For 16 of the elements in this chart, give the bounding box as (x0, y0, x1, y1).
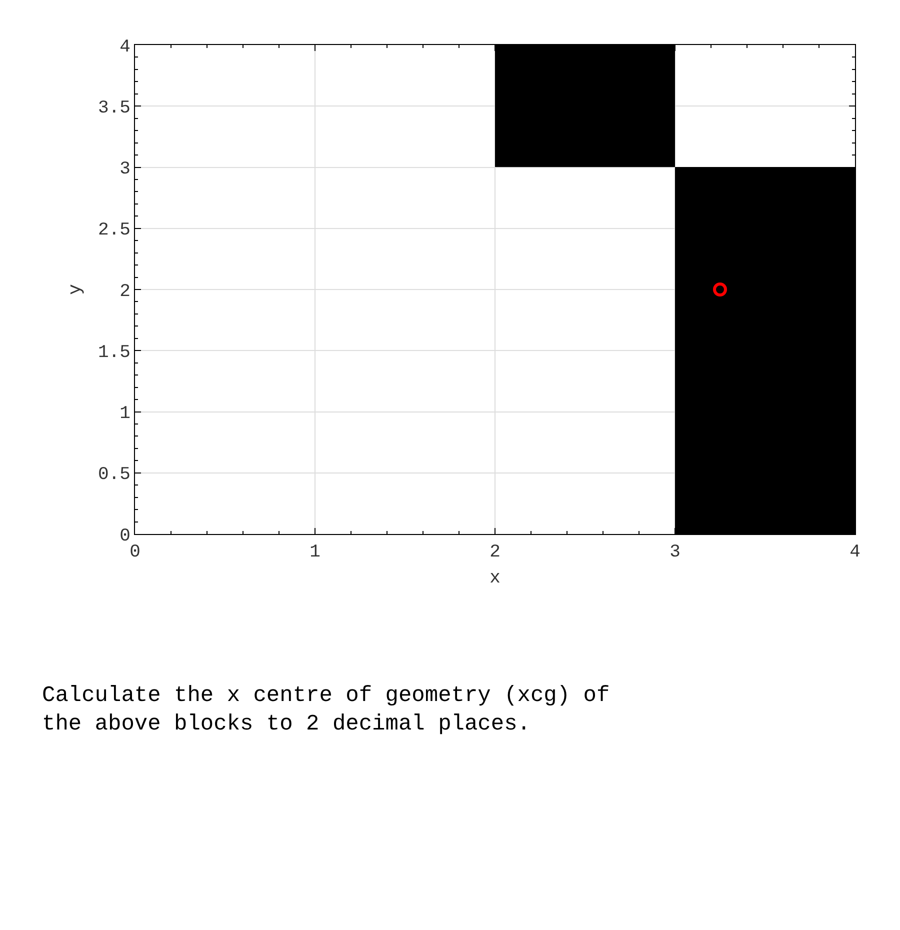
y-tick-label: 3.5 (98, 98, 130, 118)
y-axis-title: y (66, 284, 86, 295)
y-tick-label: 3 (120, 160, 130, 180)
y-tick-label: 0 (120, 526, 130, 546)
x-tick-label: 2 (490, 542, 500, 563)
y-tick-label: 1 (120, 404, 130, 424)
x-tick-label: 3 (670, 542, 680, 563)
text: Calculate the x centre of geometry (xcg) of the above blocks to 2 decimal places. (42, 683, 610, 737)
y-tick-label: 1.5 (98, 342, 130, 363)
x-axis-title: x (490, 568, 500, 589)
x-tick-label: 4 (850, 542, 860, 563)
y-tick-label: 2.5 (98, 220, 130, 241)
x-tick-label: 1 (310, 542, 320, 563)
y-tick-label: 2 (120, 282, 130, 302)
y-tick-label: 0.5 (98, 465, 130, 486)
y-tick-label: 4 (120, 37, 130, 58)
